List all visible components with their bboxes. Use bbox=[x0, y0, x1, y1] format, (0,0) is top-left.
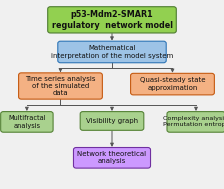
FancyBboxPatch shape bbox=[58, 41, 166, 63]
Text: Network theoretical
analysis: Network theoretical analysis bbox=[78, 151, 146, 164]
Text: Visibility graph: Visibility graph bbox=[86, 118, 138, 124]
Text: Quasi-steady state
approximation: Quasi-steady state approximation bbox=[140, 77, 205, 91]
FancyBboxPatch shape bbox=[1, 112, 53, 132]
FancyBboxPatch shape bbox=[73, 147, 151, 168]
FancyBboxPatch shape bbox=[48, 7, 176, 33]
Text: p53-Mdm2-SMAR1
regulatory  network model: p53-Mdm2-SMAR1 regulatory network model bbox=[52, 10, 172, 30]
FancyBboxPatch shape bbox=[131, 73, 214, 95]
Text: Time series analysis
of the simulated
data: Time series analysis of the simulated da… bbox=[25, 76, 96, 96]
FancyBboxPatch shape bbox=[19, 73, 102, 99]
Text: Mathematical
interpretation of the model system: Mathematical interpretation of the model… bbox=[51, 45, 173, 59]
Text: Multifractal
analysis: Multifractal analysis bbox=[8, 115, 46, 129]
FancyBboxPatch shape bbox=[167, 112, 224, 132]
FancyBboxPatch shape bbox=[80, 112, 144, 130]
Text: Complexity analysis:
Permutation entropy: Complexity analysis: Permutation entropy bbox=[163, 116, 224, 127]
